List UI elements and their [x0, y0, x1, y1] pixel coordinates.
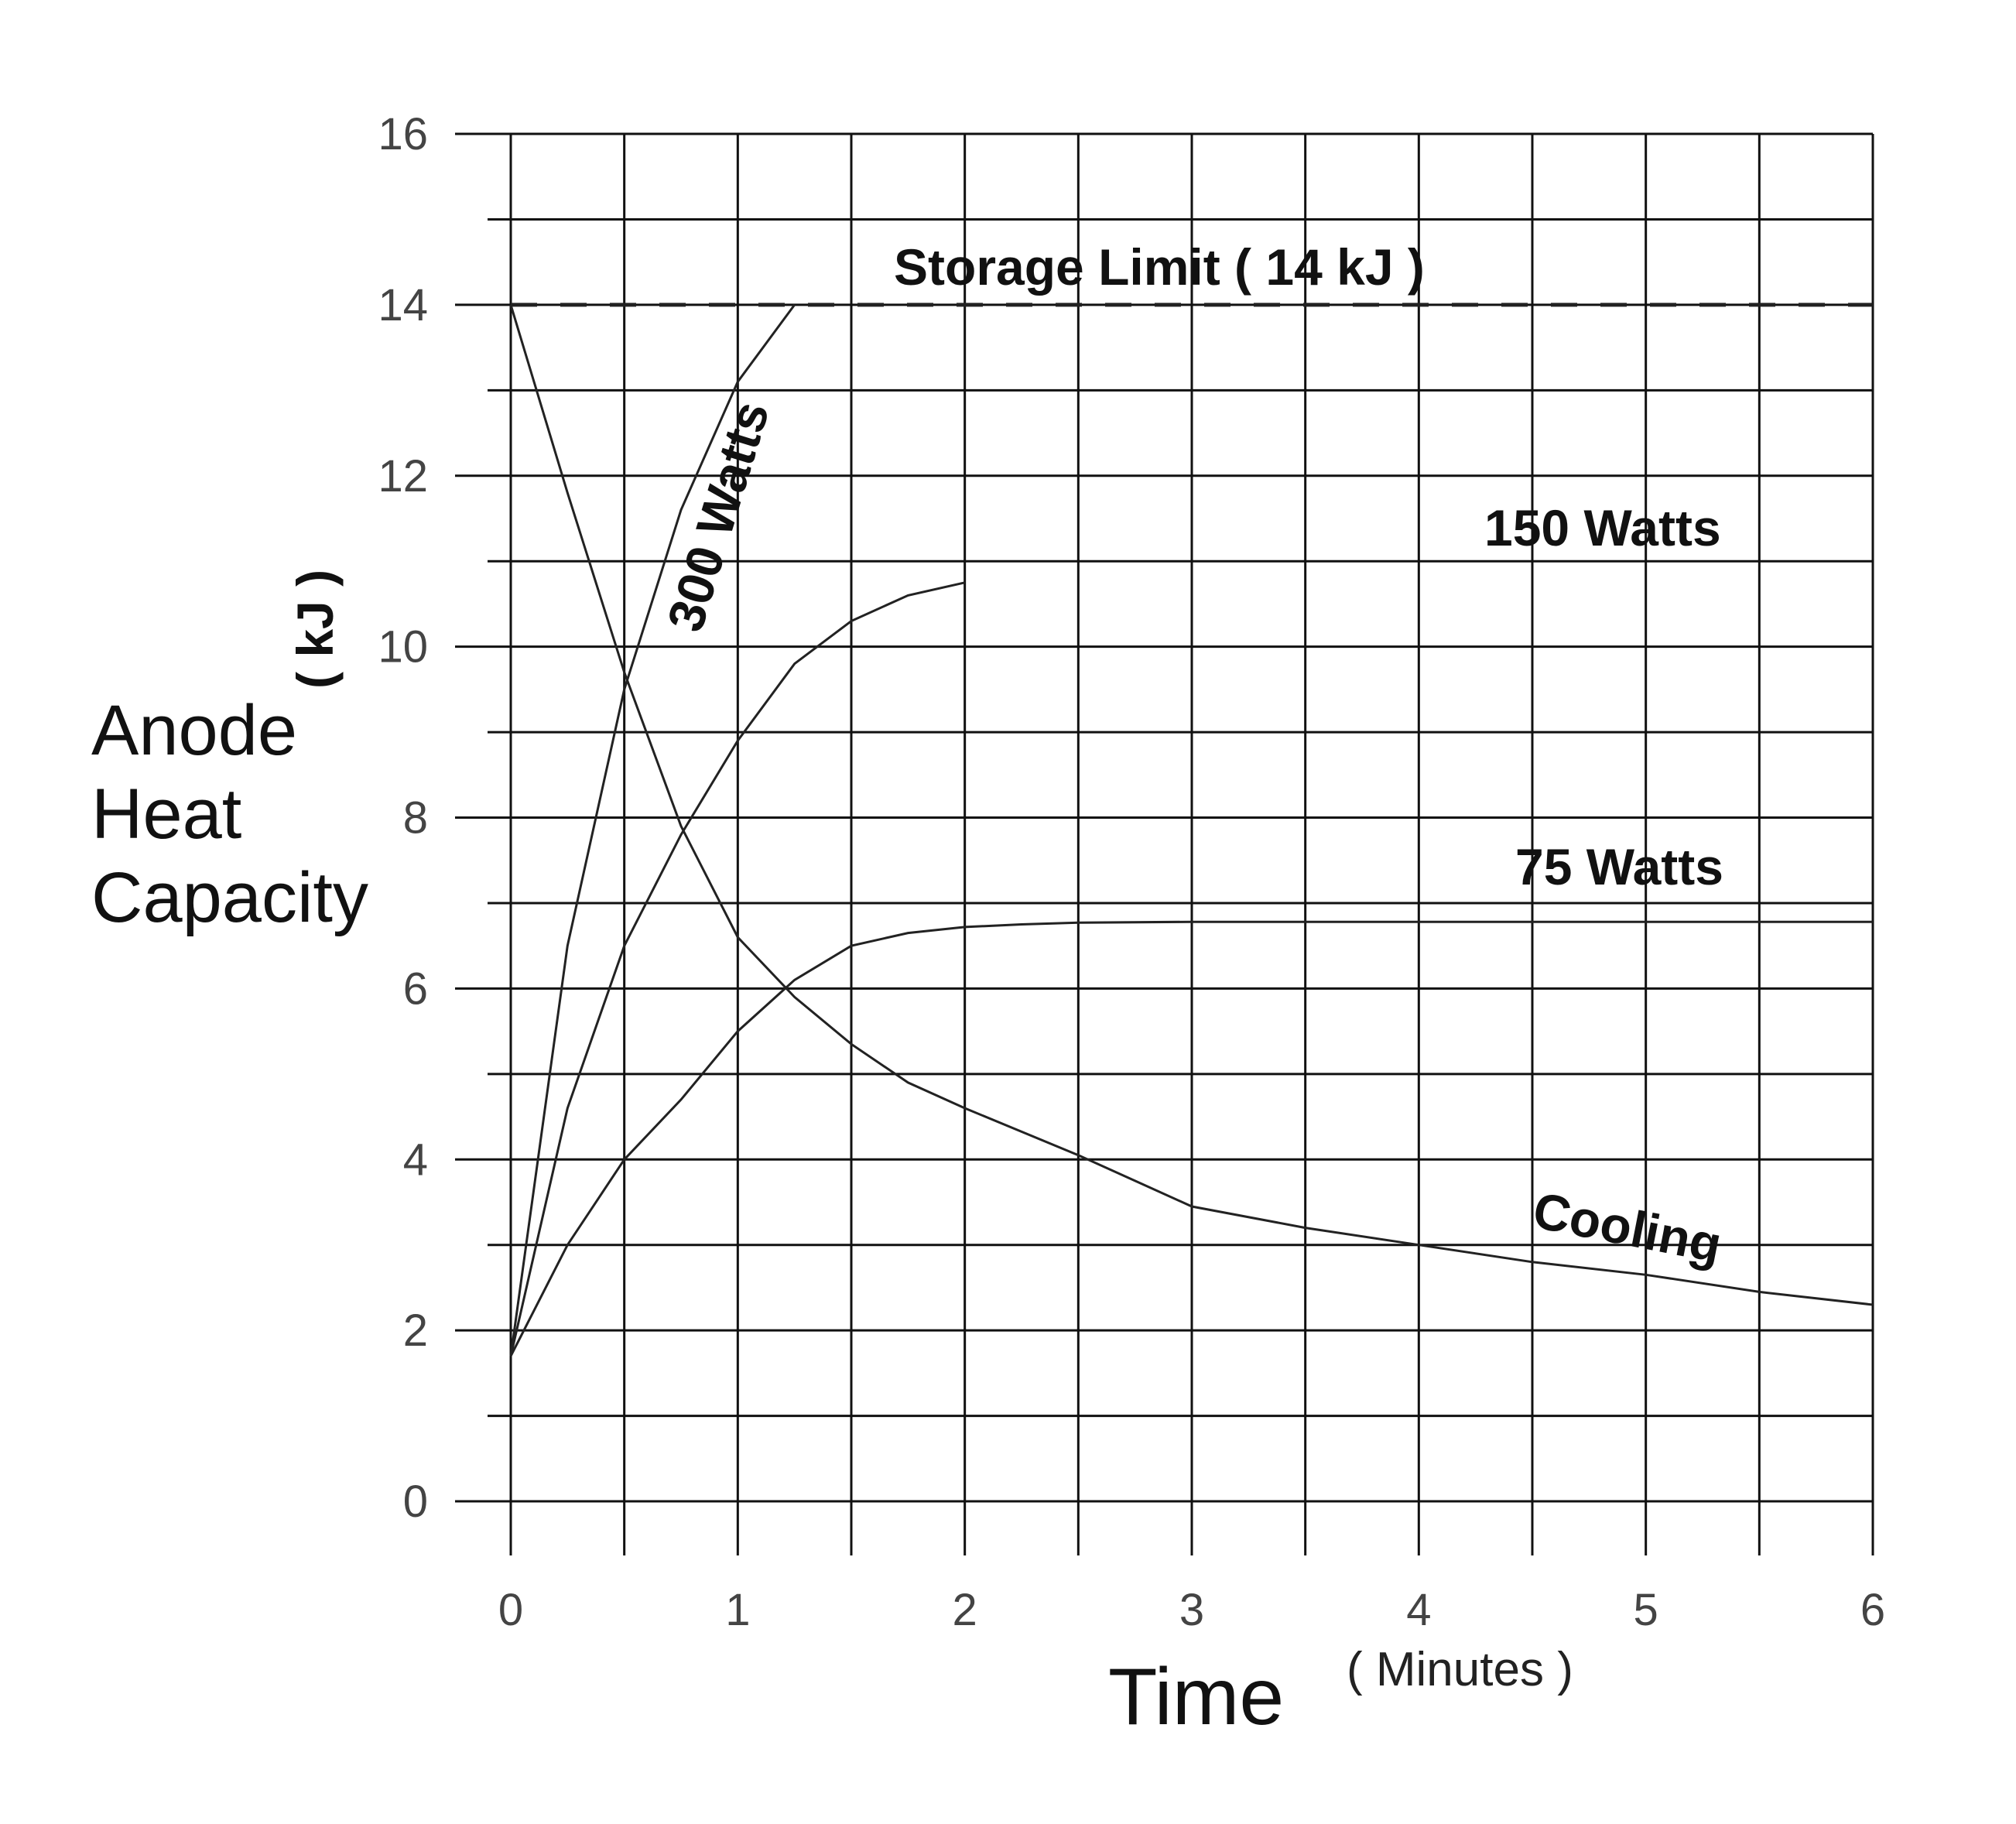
x-tick-label: 6 — [1860, 1585, 1885, 1635]
series-curves — [509, 304, 1874, 1357]
y-tick-label: 10 — [378, 622, 428, 672]
y-axis-title: Anode Heat Capacity — [91, 691, 368, 937]
x-axis-unit: ( Minutes ) — [1347, 1643, 1573, 1696]
x-tick-label: 5 — [1634, 1585, 1658, 1635]
storage-limit-label: Storage Limit ( 14 kJ ) — [894, 238, 1425, 296]
y-tick-label: 8 — [403, 793, 428, 844]
y-tick-label: 16 — [378, 109, 428, 159]
y-tick-label: 6 — [403, 963, 428, 1014]
y-tick-label: 4 — [403, 1134, 428, 1185]
series-line-cooling — [509, 304, 1874, 1306]
series-line-150-watts — [509, 581, 966, 1357]
y-tick-label: 14 — [378, 280, 428, 330]
y-axis-unit: ( kJ ) — [286, 570, 344, 689]
series-line-75-watts — [509, 920, 1873, 1357]
x-tick-label: 3 — [1179, 1585, 1204, 1635]
x-tick-label: 1 — [725, 1585, 750, 1635]
series-label-75-watts: 75 Watts — [1515, 838, 1723, 895]
x-tick-label: 0 — [498, 1585, 523, 1635]
y-tick-label: 12 — [378, 451, 428, 501]
series-line-300-watts — [509, 304, 796, 1357]
series-label-150-watts: 150 Watts — [1484, 499, 1721, 556]
grid-lines — [455, 132, 1874, 1555]
y-tick-label: 0 — [403, 1477, 428, 1527]
y-tick-label: 2 — [403, 1306, 428, 1356]
x-axis-title: Time — [1108, 1652, 1284, 1742]
x-tick-label: 2 — [953, 1585, 977, 1635]
x-tick-label: 4 — [1406, 1585, 1431, 1635]
